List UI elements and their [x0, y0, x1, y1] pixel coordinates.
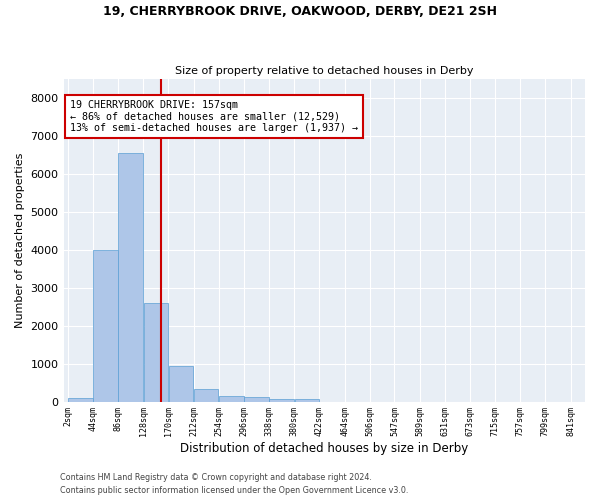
Bar — [169, 366, 193, 402]
Bar — [93, 250, 118, 402]
Bar — [118, 153, 143, 402]
X-axis label: Distribution of detached houses by size in Derby: Distribution of detached houses by size … — [180, 442, 469, 455]
Title: Size of property relative to detached houses in Derby: Size of property relative to detached ho… — [175, 66, 473, 76]
Bar — [194, 390, 218, 402]
Bar — [295, 400, 319, 402]
Y-axis label: Number of detached properties: Number of detached properties — [15, 152, 25, 328]
Bar — [143, 303, 168, 402]
Text: 19 CHERRYBROOK DRIVE: 157sqm
← 86% of detached houses are smaller (12,529)
13% o: 19 CHERRYBROOK DRIVE: 157sqm ← 86% of de… — [70, 100, 358, 133]
Bar — [269, 398, 294, 402]
Bar — [219, 396, 244, 402]
Text: 19, CHERRYBROOK DRIVE, OAKWOOD, DERBY, DE21 2SH: 19, CHERRYBROOK DRIVE, OAKWOOD, DERBY, D… — [103, 5, 497, 18]
Bar — [68, 398, 92, 402]
Text: Contains HM Land Registry data © Crown copyright and database right 2024.
Contai: Contains HM Land Registry data © Crown c… — [60, 474, 409, 495]
Bar — [244, 397, 269, 402]
